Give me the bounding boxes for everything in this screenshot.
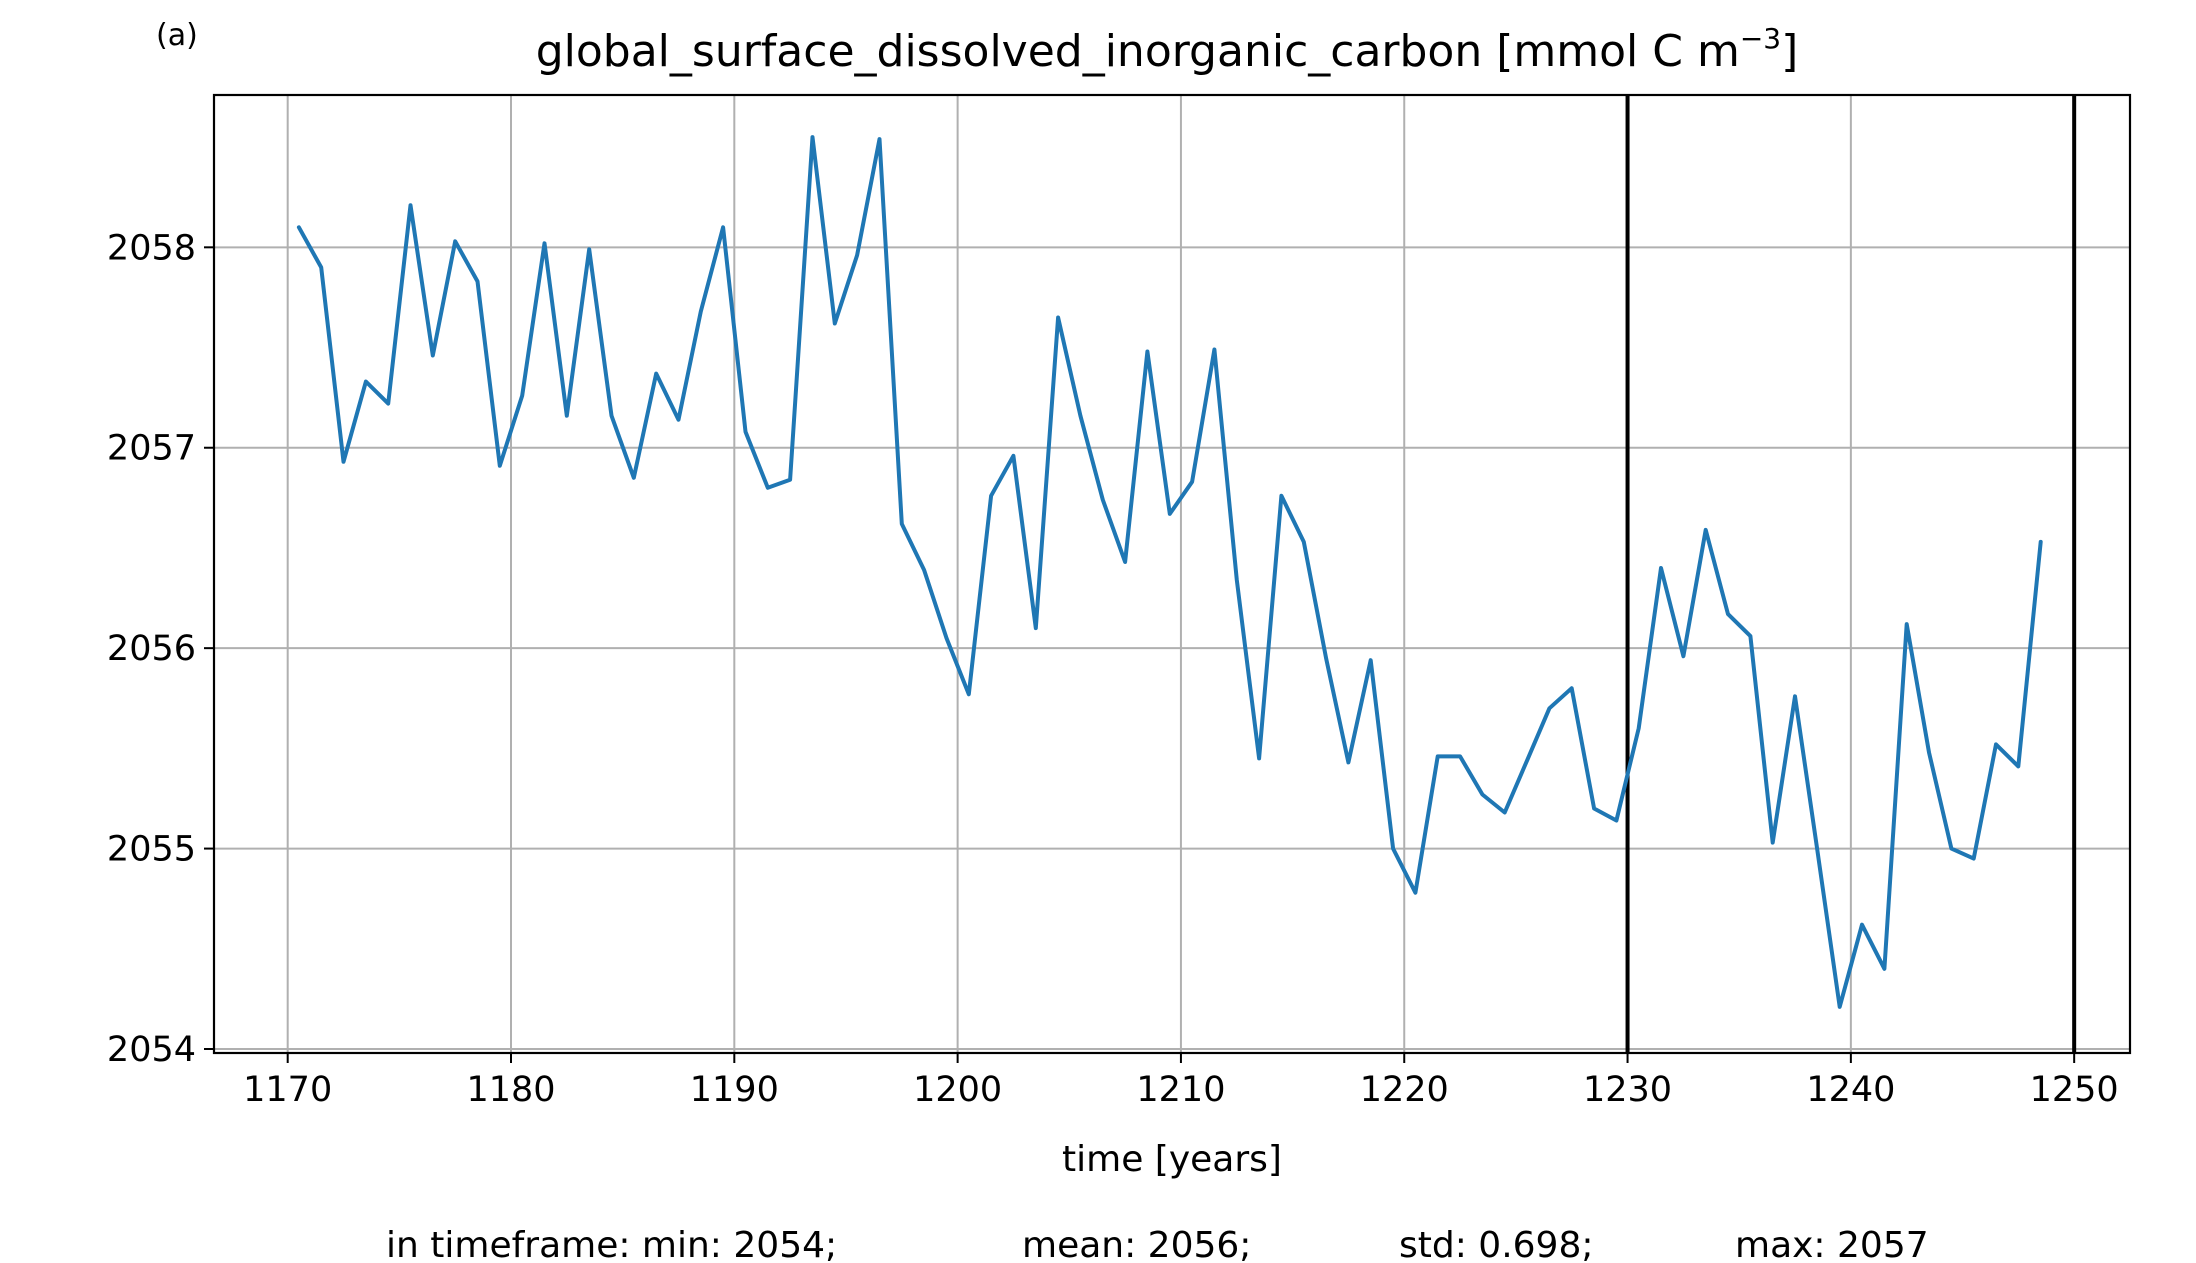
y-tick-label: 2058 (107, 228, 196, 268)
stat-std: std: 0.698; (1399, 1225, 1593, 1263)
x-tick-label: 1200 (913, 1070, 1002, 1110)
plot-frame (212, 93, 2132, 1055)
y-tick-label: 2055 (107, 830, 196, 870)
x-tick-label: 1170 (243, 1070, 332, 1110)
series-line (296, 135, 2043, 1009)
panel-label: (a) (156, 18, 198, 53)
chart-title: global_surface_dissolved_inorganic_carbo… (536, 22, 1799, 77)
stat-mean: mean: 2056; (1022, 1225, 1251, 1263)
x-tick-label: 1230 (1583, 1070, 1672, 1110)
x-axis-label: time [years] (1062, 1139, 1282, 1180)
stat-min: in timeframe: min: 2054; (386, 1225, 837, 1263)
x-tick-label: 1220 (1360, 1070, 1449, 1110)
x-tick-label: 1190 (690, 1070, 779, 1110)
x-axis: 1170 1180 1190 1200 1210 1220 1230 1240 1250 (243, 1053, 2119, 1110)
y-tick-label: 2057 (107, 429, 196, 469)
y-tick-label: 2056 (107, 629, 196, 669)
y-axis: 2054 2055 2056 2057 2058 (107, 228, 214, 1070)
y-tick-label: 2054 (107, 1030, 196, 1070)
grid (214, 95, 2130, 1053)
x-tick-label: 1180 (466, 1070, 555, 1110)
x-tick-label: 1240 (1806, 1070, 1895, 1110)
stat-max: max: 2057 (1735, 1225, 1929, 1263)
x-tick-label: 1210 (1136, 1070, 1225, 1110)
reference-lines (1625, 95, 2077, 1053)
x-tick-label: 1250 (2030, 1070, 2119, 1110)
